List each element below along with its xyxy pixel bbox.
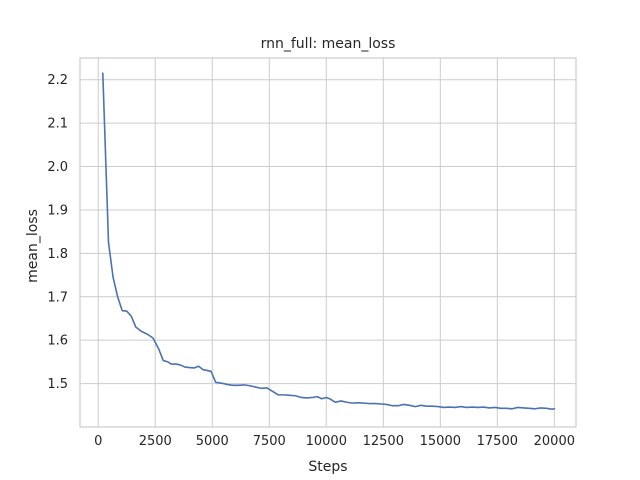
series-line [102, 72, 556, 411]
x-tick-label: 0 [94, 434, 102, 449]
y-tick-label: 2.1 [47, 117, 68, 132]
x-tick-label: 15000 [420, 434, 461, 449]
x-tick-label: 20000 [534, 434, 575, 449]
y-tick-label: 2.0 [47, 160, 68, 175]
y-axis-label: mean_loss [25, 209, 41, 283]
y-tick-label: 1.6 [47, 334, 68, 349]
y-tick-label: 1.7 [47, 290, 68, 305]
plot-area [80, 58, 576, 427]
grid-lines [80, 58, 576, 427]
tick-labels: 0 2500 5000 7500 10000 12500 15000 17500 20000 1.… [47, 73, 575, 449]
y-tick-label: 1.8 [47, 247, 68, 262]
y-tick-label: 1.9 [47, 203, 68, 218]
x-axis-label: Steps [308, 459, 347, 475]
x-tick-label: 7500 [253, 434, 286, 449]
plot-frame [79, 57, 577, 428]
x-tick-label: 2500 [139, 434, 172, 449]
plot-border [79, 57, 577, 428]
x-tick-label: 17500 [477, 434, 518, 449]
y-tick-label: 1.5 [47, 377, 68, 392]
plot-background [80, 58, 576, 427]
series-layer [102, 72, 556, 411]
x-tick-label: 10000 [306, 434, 347, 449]
chart-title: rnn_full: mean_loss [261, 36, 396, 52]
x-tick-label: 12500 [363, 434, 404, 449]
x-tick-label: 5000 [196, 434, 229, 449]
y-tick-label: 2.2 [47, 73, 68, 88]
